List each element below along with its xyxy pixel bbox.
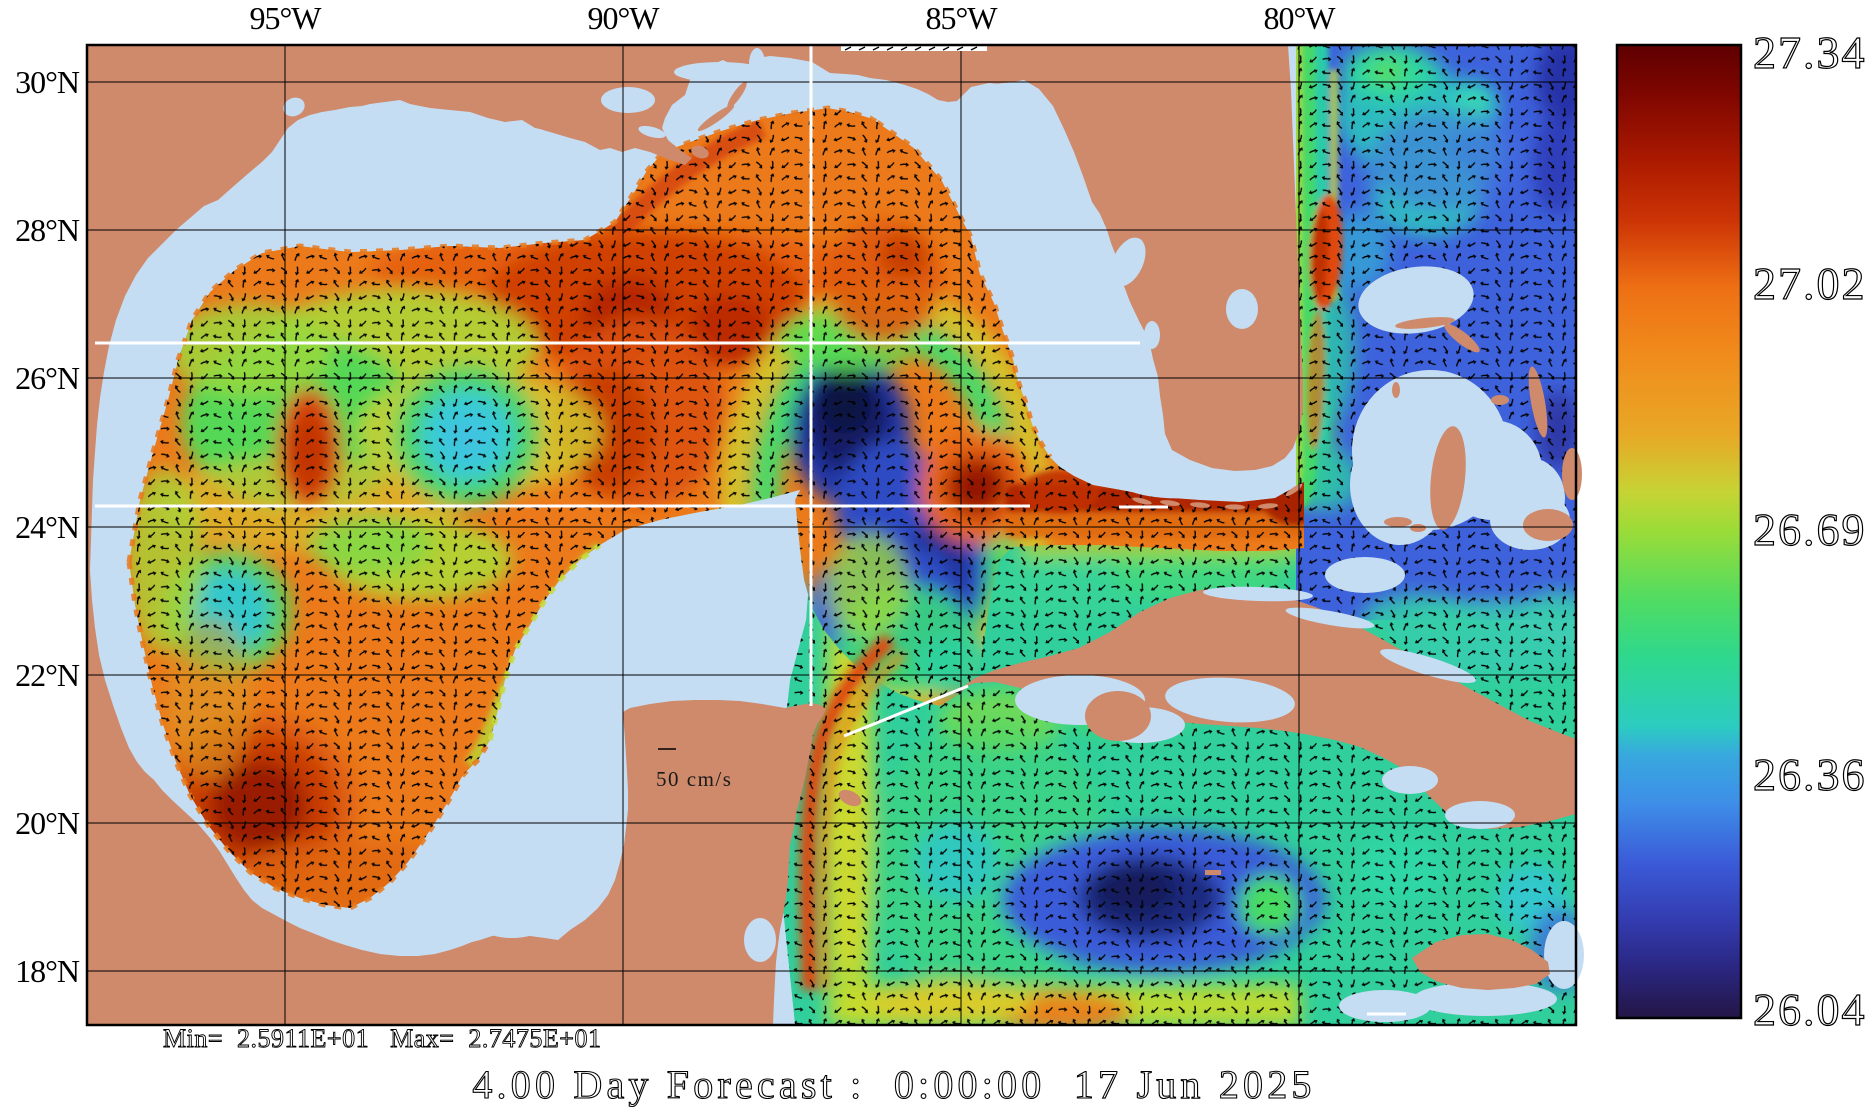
svg-text:27.34: 27.34 [1753,27,1867,78]
svg-text:20°N: 20°N [15,805,80,841]
svg-text:26.36: 26.36 [1753,749,1867,800]
svg-text:95°W: 95°W [250,0,323,36]
svg-text:30°N: 30°N [15,64,80,100]
svg-text:18°N: 18°N [15,953,80,989]
svg-text:28°N: 28°N [15,212,80,248]
svg-text:50 cm/s: 50 cm/s [656,767,732,791]
svg-text:85°W: 85°W [926,0,999,36]
svg-text:26.69: 26.69 [1753,504,1867,555]
svg-text:24°N: 24°N [15,509,80,545]
svg-text:4.00 Day Forecast : 0:00:00: 4.00 Day Forecast : 0:00:00 17 Jun 2025 [472,1062,1315,1107]
svg-text:Min= 2.5911E+01 Max= 2.747: Min= 2.5911E+01 Max= 2.7475E+01 [163,1024,601,1053]
svg-text:90°W: 90°W [588,0,661,36]
svg-text:26.04: 26.04 [1753,984,1867,1035]
svg-text:80°W: 80°W [1264,0,1337,36]
svg-text:22°N: 22°N [15,657,80,693]
svg-text:26°N: 26°N [15,360,80,396]
svg-text:27.02: 27.02 [1753,258,1867,309]
